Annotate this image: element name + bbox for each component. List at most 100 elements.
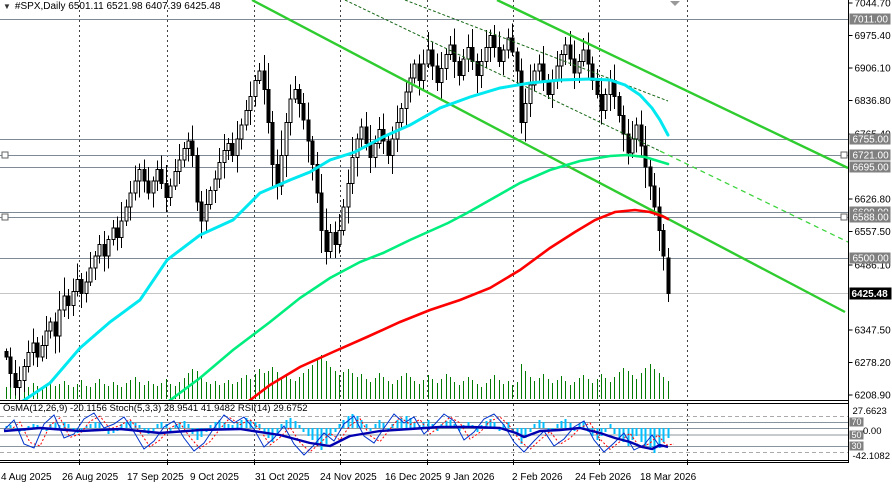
candle-body (390, 138, 395, 156)
candle-body (133, 180, 138, 194)
candle-body (586, 49, 591, 65)
candle-body (377, 129, 382, 145)
channel-line-upper[interactable] (496, 0, 849, 170)
candle-body (262, 70, 267, 91)
candle-body (248, 96, 253, 112)
candle-body (355, 138, 360, 159)
candle-body (328, 232, 333, 252)
price-tick-label: 6208.90 (855, 391, 892, 402)
candle-body (66, 295, 71, 306)
date-label: 16 Dec 2025 (385, 472, 442, 483)
current-price-label-bg (849, 287, 892, 300)
candle-body (515, 51, 520, 72)
candle-body (93, 255, 98, 269)
price-tick-label: 6975.40 (855, 31, 892, 42)
candle-body (142, 168, 147, 182)
candle-body (208, 189, 213, 206)
trendline-dashed-mid[interactable] (344, 0, 661, 152)
candle-body (239, 124, 244, 140)
candle-body (102, 243, 107, 257)
price-level-label-bg (849, 133, 891, 145)
candle-body (617, 96, 622, 116)
candle-body (306, 119, 311, 142)
candle-body (284, 121, 289, 156)
trendline-dashed-extension[interactable] (659, 150, 849, 243)
candle-body (399, 107, 404, 123)
price-tick-label: 6557.50 (855, 227, 892, 238)
candle-body (537, 63, 542, 72)
candle-body (541, 63, 546, 81)
candle-body (333, 232, 338, 245)
candle-body (48, 321, 53, 332)
candle-body (492, 35, 497, 48)
candle-body (124, 206, 129, 222)
candle-body (603, 93, 608, 112)
price-level-label-bg (849, 13, 891, 25)
line-handle[interactable] (1, 151, 9, 159)
price-level-label-bg (849, 211, 891, 223)
candle-body (337, 229, 342, 245)
candle-body (439, 68, 444, 84)
candle-body (510, 37, 515, 53)
oscillator-level-label-bg (849, 417, 864, 427)
price-tick-label: 6347.50 (855, 326, 892, 337)
date-label: 9 Oct 2025 (190, 472, 239, 483)
line-handle[interactable] (840, 151, 848, 159)
candle-body (461, 58, 466, 77)
candle-body (119, 220, 124, 238)
price-tick-label: 6626.80 (855, 195, 892, 206)
date-label: 24 Nov 2025 (320, 472, 377, 483)
candle-body (484, 46, 489, 62)
candle-body (97, 243, 102, 257)
candle-body (350, 157, 355, 184)
candle-body (79, 279, 84, 295)
candle-body (71, 290, 76, 306)
candle-body (186, 140, 191, 149)
candle-body (528, 84, 533, 105)
oscillator-tick-label: 0.00 (863, 426, 882, 437)
oscillator-label[interactable]: OsMA(12,26,9) -20.1156 Stoch(5,3,3) 28.9… (3, 403, 308, 414)
symbol-ohlc-text: #SPX,Daily 6501.11 6521.98 6407.39 6425.… (14, 1, 221, 12)
candle-body (244, 110, 249, 126)
candle-body (8, 356, 13, 374)
candle-body (35, 342, 40, 358)
price-tick-label: 6486.10 (855, 261, 892, 272)
channel-line-lower[interactable] (251, 0, 846, 314)
chevron-down-icon[interactable]: ▼ (3, 1, 11, 11)
price-level-label-bg (849, 161, 891, 173)
oscillator-tick-label: 27.6623 (853, 406, 887, 417)
trendline-dashed-inner[interactable] (404, 0, 669, 102)
candle-body (386, 140, 391, 156)
candle-body (177, 159, 182, 173)
candle-body (457, 60, 462, 77)
candle-body (444, 53, 449, 70)
price-level-label: 6500.00 (853, 254, 890, 265)
candle-body (137, 168, 142, 182)
chart-shift-marker-icon[interactable] (670, 1, 680, 6)
candle-body (666, 257, 671, 294)
stoch-signal-line (9, 415, 675, 453)
symbol-ohlc-header[interactable]: ▼ #SPX,Daily 6501.11 6521.98 6407.39 642… (3, 1, 220, 12)
candle-body (111, 227, 116, 241)
candle-body (204, 204, 209, 222)
candle-body (84, 281, 89, 295)
candle-body (421, 63, 426, 81)
candle-body (26, 351, 31, 367)
candle-body (466, 46, 471, 60)
line-handle[interactable] (840, 213, 848, 221)
candle-body (279, 154, 284, 187)
price-level-label-bg (849, 149, 891, 161)
candle-body (40, 344, 45, 358)
date-label: 31 Oct 2025 (255, 472, 310, 483)
candle-body (657, 206, 662, 231)
rsi-line (3, 425, 669, 451)
candle-body (213, 178, 218, 191)
stoch-main-line (3, 412, 669, 456)
price-level-label: 6721.00 (853, 151, 890, 162)
price-tick-label: 6906.10 (855, 64, 892, 75)
line-handle[interactable] (1, 213, 9, 221)
ma-mid-green (168, 153, 670, 400)
candle-body (151, 180, 156, 194)
candle-body (168, 185, 173, 199)
